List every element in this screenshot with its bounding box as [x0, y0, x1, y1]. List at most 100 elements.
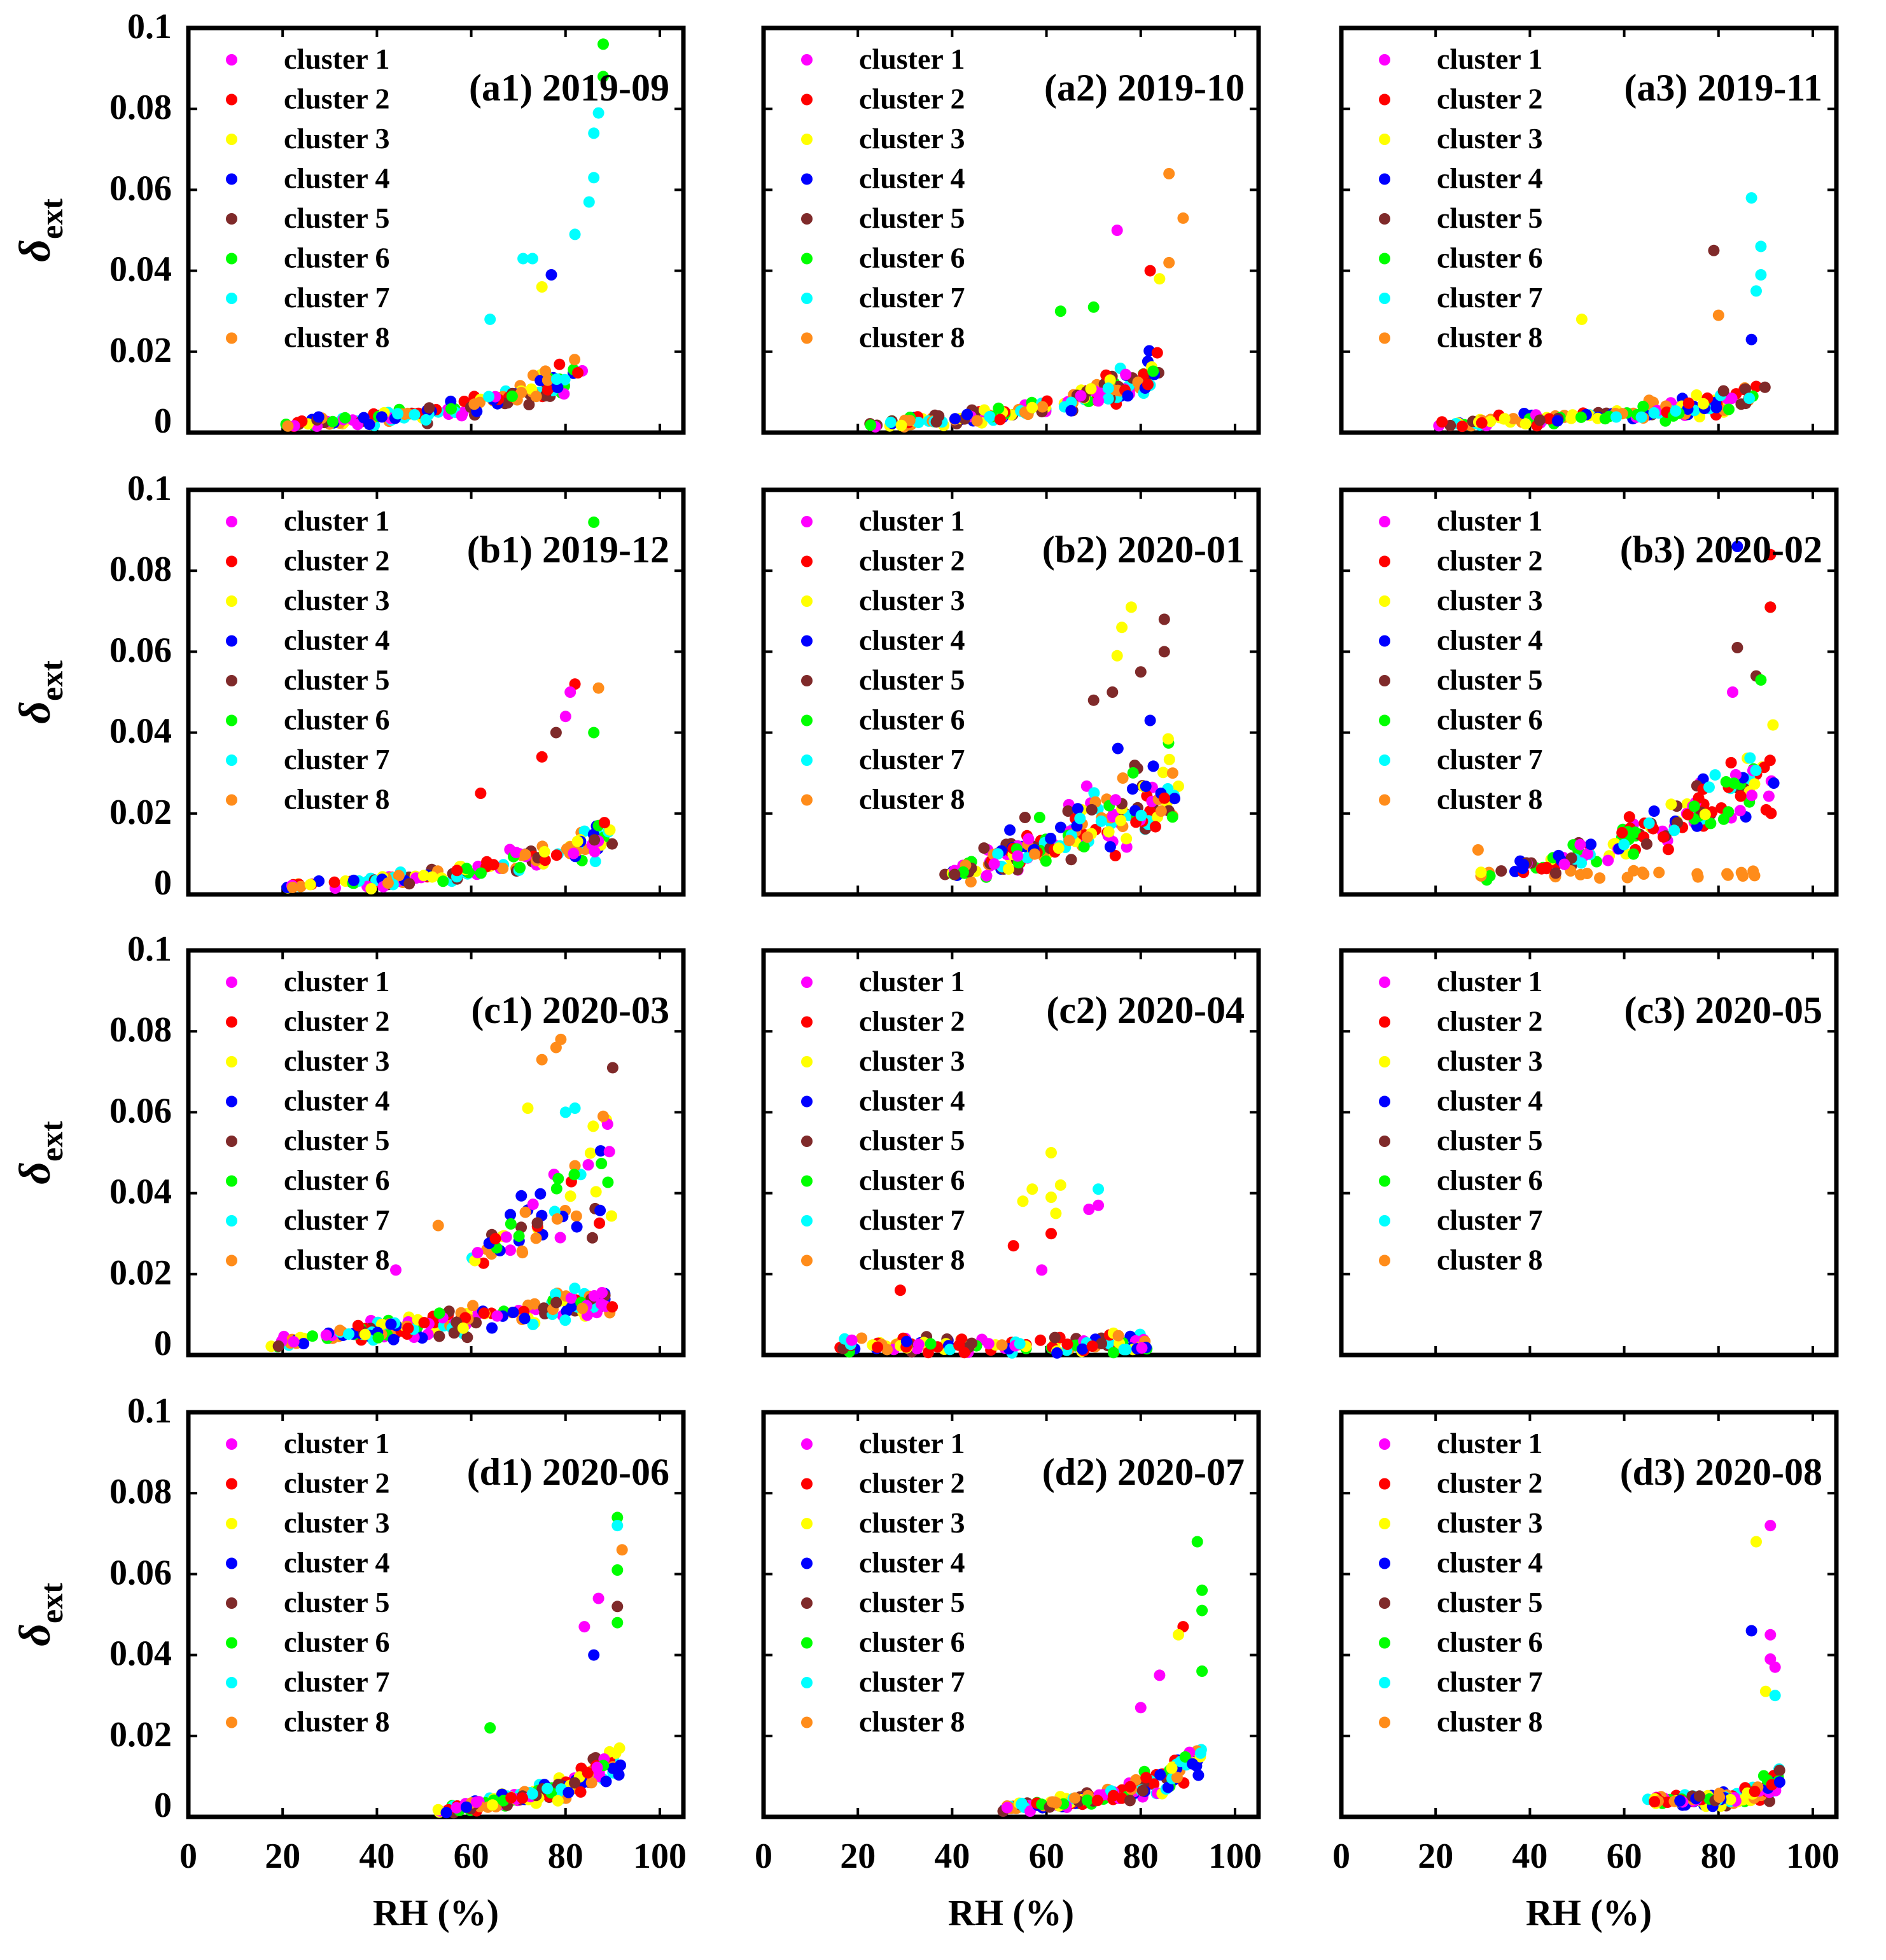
data-point-cluster-8: [1653, 866, 1665, 879]
legend-label: cluster 2: [284, 1467, 390, 1499]
data-point-cluster-8: [530, 391, 542, 403]
data-point-cluster-8: [1747, 865, 1759, 877]
data-point-cluster-1: [603, 1146, 615, 1158]
data-point-cluster-8: [1637, 866, 1649, 879]
legend-label: cluster 2: [859, 83, 965, 115]
data-point-cluster-7: [569, 1282, 581, 1295]
data-point-cluster-7: [589, 856, 601, 868]
legend-label: cluster 1: [284, 965, 390, 997]
legend-marker: [226, 1016, 237, 1028]
data-point-cluster-5: [433, 1330, 445, 1342]
legend-label: cluster 7: [1437, 743, 1543, 775]
data-point-cluster-8: [1594, 872, 1606, 884]
data-point-cluster-1: [1135, 1702, 1147, 1714]
data-point-cluster-6: [1127, 767, 1139, 779]
scatter-points: [432, 1512, 628, 1819]
panel-b2: cluster 1 cluster 2 cluster 3 cluster 4 clus…: [761, 487, 1261, 897]
data-point-cluster-1: [1764, 1520, 1777, 1532]
data-point-cluster-7: [550, 1288, 561, 1300]
legend-label: cluster 6: [1437, 1626, 1543, 1658]
data-point-cluster-4: [1144, 714, 1156, 726]
data-point-cluster-1: [1764, 1629, 1777, 1641]
legend-marker: [801, 94, 813, 106]
data-point-cluster-7: [1769, 1690, 1781, 1702]
legend-marker: [801, 1215, 813, 1227]
data-point-cluster-6: [611, 1564, 624, 1576]
data-point-cluster-2: [418, 1317, 430, 1329]
legend-label: cluster 6: [859, 704, 965, 736]
data-point-cluster-7: [541, 1783, 554, 1795]
data-point-cluster-6: [1054, 305, 1066, 317]
data-point-cluster-3: [1163, 753, 1175, 765]
x-tick-label: 100: [1786, 1837, 1840, 1876]
data-point-cluster-2: [539, 854, 551, 866]
plot-frame: [1339, 487, 1839, 897]
legend-marker: [226, 54, 237, 66]
data-point-cluster-6: [1575, 411, 1587, 423]
data-point-cluster-4: [1585, 838, 1597, 851]
data-point-cluster-8: [468, 398, 480, 410]
data-point-cluster-5: [949, 868, 961, 880]
legend-marker: [226, 1677, 237, 1688]
data-point-cluster-5: [515, 1221, 527, 1234]
data-point-cluster-4: [588, 1649, 600, 1661]
y-tick-label: 0.04: [109, 250, 172, 289]
legend-marker: [226, 1597, 237, 1609]
data-point-cluster-3: [1026, 401, 1038, 414]
data-point-cluster-7: [409, 408, 421, 420]
data-point-cluster-5: [531, 1217, 543, 1229]
legend-marker: [1379, 1255, 1390, 1267]
data-point-cluster-6: [1166, 811, 1178, 823]
data-point-cluster-8: [551, 1213, 563, 1225]
data-point-cluster-3: [1724, 1793, 1736, 1805]
scatter-points: [265, 1033, 618, 1352]
data-point-cluster-8: [1163, 256, 1175, 268]
legend-marker: [226, 675, 237, 686]
data-point-cluster-7: [1618, 838, 1630, 851]
x-tick-label: 0: [1332, 1837, 1350, 1876]
data-point-cluster-8: [996, 1339, 1008, 1351]
data-point-cluster-4: [600, 1776, 612, 1788]
legend-marker: [226, 1215, 237, 1227]
legend-marker: [801, 134, 813, 145]
data-point-cluster-8: [467, 1300, 479, 1312]
data-point-cluster-4: [949, 413, 961, 425]
data-point-cluster-2: [328, 876, 340, 888]
legend-marker: [226, 794, 237, 806]
legend-marker: [1379, 1597, 1390, 1609]
legend-marker: [801, 1716, 813, 1728]
data-point-cluster-2: [554, 358, 566, 370]
scatter-points: [281, 516, 618, 894]
data-point-cluster-8: [576, 1302, 589, 1314]
data-point-cluster-2: [478, 1307, 490, 1319]
legend-label: cluster 3: [859, 584, 965, 616]
data-point-cluster-4: [460, 1801, 472, 1813]
panel-title: (b1) 2019-12: [467, 529, 669, 571]
legend-marker: [226, 635, 237, 647]
scatter-points: [1433, 192, 1771, 433]
data-point-cluster-2: [1764, 601, 1777, 613]
data-point-cluster-4: [1518, 859, 1530, 870]
data-point-cluster-1: [591, 1762, 603, 1774]
data-point-cluster-3: [1498, 413, 1511, 425]
y-tick-label: 0: [154, 1324, 172, 1363]
data-point-cluster-8: [541, 374, 554, 386]
data-point-cluster-2: [1045, 1228, 1057, 1240]
legend-marker: [226, 1438, 237, 1450]
data-point-cluster-7: [526, 253, 538, 265]
data-point-cluster-7: [1709, 769, 1721, 781]
legend-marker: [1379, 977, 1390, 988]
legend-marker: [801, 213, 813, 225]
x-tick-label: 80: [548, 1837, 583, 1876]
legend: cluster 1 cluster 2 cluster 3 cluster 4 clus…: [1379, 43, 1543, 354]
legend-label: cluster 5: [859, 1586, 965, 1618]
data-point-cluster-6: [461, 863, 473, 875]
legend-label: cluster 4: [859, 624, 965, 657]
y-tick-label: 0.1: [127, 929, 172, 969]
data-point-cluster-7: [1074, 812, 1086, 824]
legend-label: cluster 8: [284, 783, 390, 816]
data-point-cluster-8: [1166, 767, 1178, 779]
legend-marker: [801, 555, 813, 567]
data-point-cluster-6: [568, 1169, 580, 1181]
scatter-points: [864, 168, 1189, 433]
